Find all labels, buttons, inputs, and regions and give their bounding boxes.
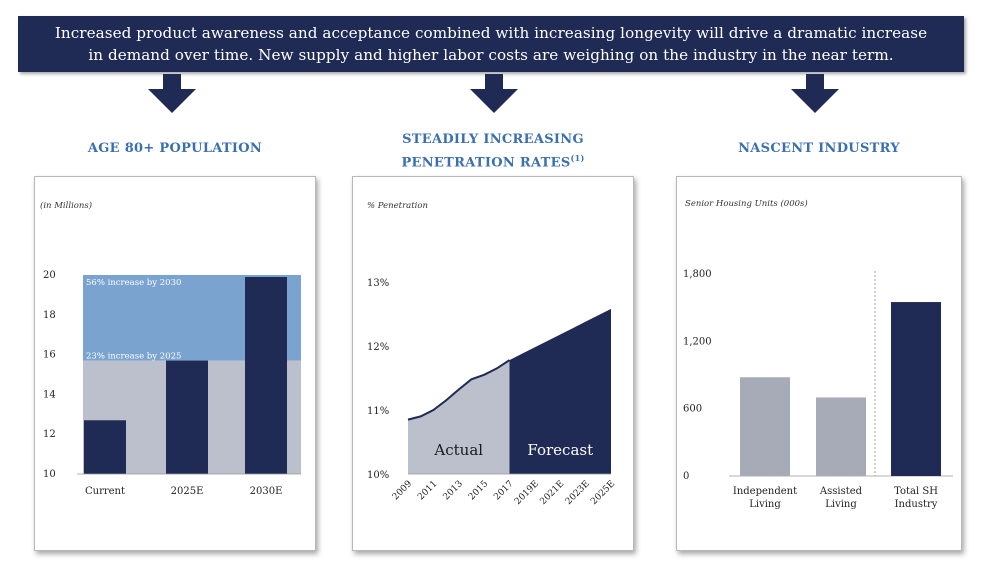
chart2-panel: % Penetration Actual Forecast 10% 11% 12% 13%… — [352, 176, 634, 551]
y-tick-label: 20 — [43, 270, 56, 281]
x-tick-label: 2025E — [589, 479, 617, 507]
y-tick-label: 13% — [367, 278, 389, 289]
chart2-title-line-1: STEADILY INCREASING — [402, 132, 584, 147]
x-tick-label: Independent — [733, 486, 797, 497]
y-tick-label: 18 — [43, 310, 56, 321]
x-tick-label: Industry — [895, 499, 938, 510]
bar-2025e — [166, 360, 208, 474]
x-tick-label: 2030E — [250, 486, 283, 497]
chart2-unit-label: % Penetration — [367, 201, 428, 211]
x-tick-label: 2011 — [416, 479, 439, 502]
x-tick-label: 2019E — [513, 479, 541, 507]
headline-banner: Increased product awareness and acceptan… — [18, 16, 964, 72]
chart1-panel: (in Millions) 56% increase by 2030 23% in… — [34, 176, 316, 551]
band-label-2030: 56% increase by 2030 — [86, 278, 181, 288]
area-actual — [408, 360, 510, 474]
y-tick-label: 600 — [683, 404, 702, 415]
chart3-plot: 0 600 1,200 1,800 Independent Living Assisted L… — [683, 269, 953, 510]
y-tick-label: 10 — [43, 469, 56, 480]
bar-2 — [816, 397, 866, 476]
x-tick-label: 2017 — [492, 479, 515, 502]
series-label-actual: Actual — [433, 441, 483, 459]
x-tick-label: Living — [749, 499, 781, 510]
y-tick-label: 16 — [43, 350, 56, 361]
chart3-title: NASCENT INDUSTRY — [738, 141, 900, 156]
x-tick-label: Assisted — [819, 486, 863, 497]
line-actual — [407, 359, 511, 421]
headline-line-2: in demand over time. New supply and high… — [88, 46, 894, 64]
x-tick-label: 2009 — [391, 479, 414, 502]
band-label-2025: 23% increase by 2025 — [86, 352, 181, 362]
bar-current — [84, 420, 126, 474]
y-tick-label: 1,800 — [683, 269, 712, 280]
y-tick-label: 11% — [367, 406, 389, 417]
chart1-plot: 56% increase by 2030 23% increase by 2025… — [43, 270, 301, 497]
y-tick-label: 1,200 — [683, 336, 712, 347]
chart3-unit-label: Senior Housing Units (000s) — [685, 199, 808, 209]
x-tick-label: 2021E — [538, 479, 566, 507]
chart1-unit-label: (in Millions) — [40, 201, 93, 211]
chart1-title: AGE 80+ POPULATION — [87, 141, 263, 156]
chart3-panel: Senior Housing Units (000s) 0 600 1,200 1,8… — [676, 176, 962, 551]
headline-line-1: Increased product awareness and acceptan… — [54, 24, 928, 42]
y-tick-label: 12 — [43, 429, 56, 440]
x-tick-label: Total SH — [894, 486, 938, 497]
y-tick-label: 10% — [367, 470, 389, 481]
y-tick-label: 12% — [367, 342, 389, 353]
bar-1 — [740, 377, 790, 476]
chart2-title: STEADILY INCREASING PENETRATION RATES(1) — [352, 131, 634, 172]
x-tick-label: Living — [825, 499, 857, 510]
x-tick-label: 2025E — [171, 486, 204, 497]
chart2-footnote: (1) — [570, 153, 585, 163]
x-tick-label: 2015 — [467, 479, 490, 502]
bar-2030e — [245, 276, 287, 474]
x-tick-label: 2023E — [564, 479, 592, 507]
series-label-forecast: Forecast — [527, 441, 593, 459]
x-tick-label: Current — [85, 486, 125, 497]
bar-3 — [891, 302, 941, 476]
chart2-title-line-2: PENETRATION RATES — [401, 155, 571, 171]
area-forecast — [509, 308, 611, 474]
x-tick-label: 2013 — [442, 479, 465, 502]
y-tick-label: 14 — [43, 389, 56, 400]
y-tick-label: 0 — [683, 471, 689, 482]
